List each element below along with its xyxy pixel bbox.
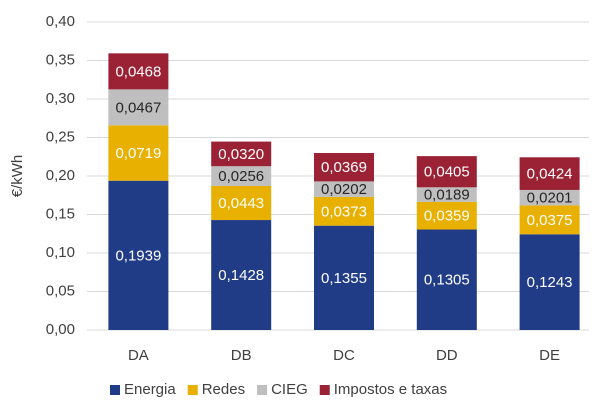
- legend-label: Energia: [124, 381, 176, 398]
- bar-segment: [416, 229, 477, 330]
- y-axis-title: €/kWh: [9, 155, 26, 198]
- legend-label: Redes: [202, 381, 245, 398]
- data-label: 0,1939: [115, 247, 161, 264]
- bar-segment: [108, 125, 169, 181]
- data-label: 0,0373: [321, 203, 367, 220]
- bar-segment: [416, 156, 477, 188]
- data-label: 0,0719: [115, 145, 161, 162]
- y-tick-label: 0,15: [46, 205, 75, 222]
- x-tick-label: DE: [539, 347, 560, 364]
- y-tick-label: 0,35: [46, 51, 75, 68]
- data-label: 0,0405: [424, 164, 470, 181]
- bar-segment: [416, 201, 477, 230]
- bar-segment: [519, 205, 580, 235]
- bar-segment: [211, 141, 272, 167]
- y-tick-label: 0,25: [46, 128, 75, 145]
- x-tick-label: DA: [128, 347, 149, 364]
- data-label: 0,0467: [115, 99, 161, 116]
- y-tick-label: 0,05: [46, 282, 75, 299]
- bar-segment: [314, 196, 374, 226]
- data-label: 0,0424: [527, 166, 573, 183]
- bar-segment: [211, 220, 272, 330]
- data-label: 0,0201: [527, 190, 573, 207]
- data-label: 0,0202: [321, 181, 367, 198]
- y-tick-label: 0,20: [46, 167, 75, 184]
- legend-swatch: [257, 385, 268, 395]
- bar-segment: [108, 89, 169, 126]
- bar-segment: [314, 152, 374, 182]
- y-tick-label: 0,10: [46, 244, 75, 261]
- bar-segment: [519, 189, 580, 206]
- bar-segment: [416, 187, 477, 202]
- y-tick-label: 0,00: [46, 321, 75, 338]
- data-label: 0,0320: [218, 146, 264, 163]
- y-tick-label: 0,40: [46, 13, 75, 30]
- legend-swatch: [319, 385, 330, 395]
- data-label: 0,0256: [218, 168, 264, 185]
- x-tick-label: DC: [333, 347, 355, 364]
- data-label: 0,0443: [218, 195, 264, 212]
- x-tick-label: DD: [436, 347, 458, 364]
- y-tick-label: 0,30: [46, 90, 75, 107]
- bar-segment: [211, 185, 272, 221]
- bar-segment: [314, 181, 374, 197]
- data-label: 0,1355: [321, 270, 367, 287]
- data-label: 0,1428: [218, 267, 264, 284]
- legend-label: CIEG: [271, 381, 308, 398]
- bar-segment: [519, 157, 580, 190]
- legend-swatch: [187, 385, 198, 395]
- data-label: 0,0189: [424, 187, 470, 204]
- legend-swatch: [110, 385, 120, 395]
- data-label: 0,0359: [424, 208, 470, 225]
- data-label: 0,0468: [115, 63, 161, 80]
- data-label: 0,1305: [424, 272, 470, 289]
- data-label: 0,1243: [527, 274, 573, 291]
- data-label: 0,0369: [321, 159, 367, 176]
- legend-label: Impostos e taxas: [334, 381, 447, 398]
- x-tick-label: DB: [231, 347, 252, 364]
- bar-segment: [108, 180, 169, 330]
- bar-segment: [519, 234, 580, 330]
- bar-segment: [211, 166, 272, 186]
- bar-segment: [108, 53, 169, 90]
- data-label: 0,0375: [527, 212, 573, 229]
- bar-segment: [314, 225, 374, 330]
